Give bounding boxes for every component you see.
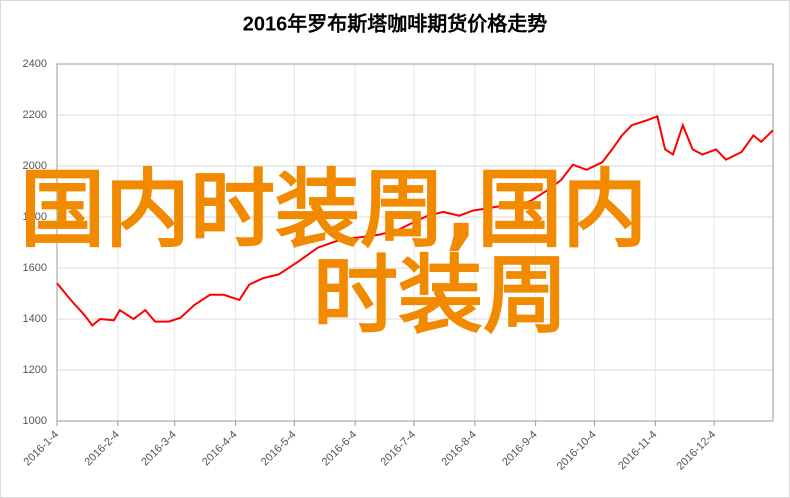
y-tick-label: 2400 [23,58,47,70]
y-tick-label: 1800 [23,211,47,223]
watermark: 国内时装周,国内时装周 [20,161,648,346]
price-line [56,114,774,327]
plot-border [56,63,774,422]
y-tick-label: 2000 [23,160,47,172]
y-tick-label: 2200 [23,109,47,121]
y-tick-label: 1400 [23,313,47,325]
y-tick-label: 1600 [23,262,47,274]
chart-title: 2016年罗布斯塔咖啡期货价格走势 [243,11,548,35]
y-tick-label: 1000 [23,415,47,427]
y-tick-label: 1200 [23,364,47,376]
plot-area [57,64,773,421]
